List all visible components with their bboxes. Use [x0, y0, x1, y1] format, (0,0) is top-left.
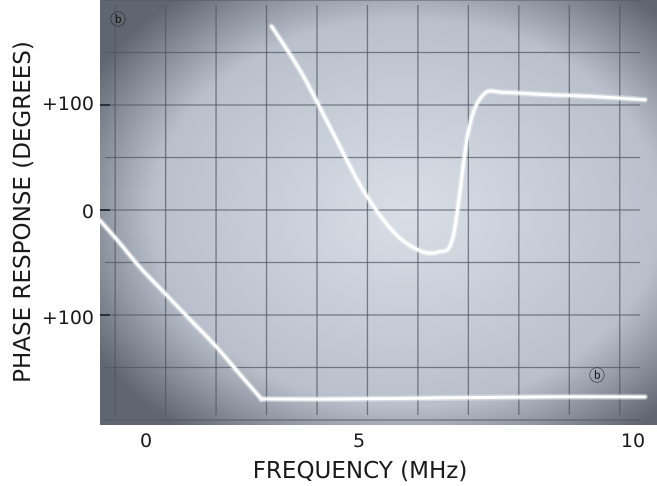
- phase-trace-segment: [98, 219, 263, 401]
- x-tick-label-5: 5: [353, 430, 365, 452]
- graticule-grid: [105, 0, 640, 421]
- y-tick-label-zero: 0: [82, 201, 94, 223]
- axis-ticks: [100, 104, 110, 316]
- x-tick-label-0: 0: [140, 430, 152, 452]
- screen-marker-bottom-right: ⓑ: [589, 366, 605, 385]
- screen-marker-top-left: ⓑ: [110, 10, 126, 29]
- x-axis-label: FREQUENCY (MHz): [253, 458, 468, 484]
- phase-trace: [97, 23, 648, 403]
- y-tick-label-top: +100: [42, 93, 94, 115]
- phase-trace-segment: [270, 24, 647, 255]
- x-tick-label-10: 10: [621, 430, 645, 452]
- y-axis-label: PHASE RESPONSE (DEGREES): [10, 41, 36, 383]
- phase-trace-segment: [260, 395, 647, 401]
- y-tick-label-bottom: +100: [42, 307, 94, 329]
